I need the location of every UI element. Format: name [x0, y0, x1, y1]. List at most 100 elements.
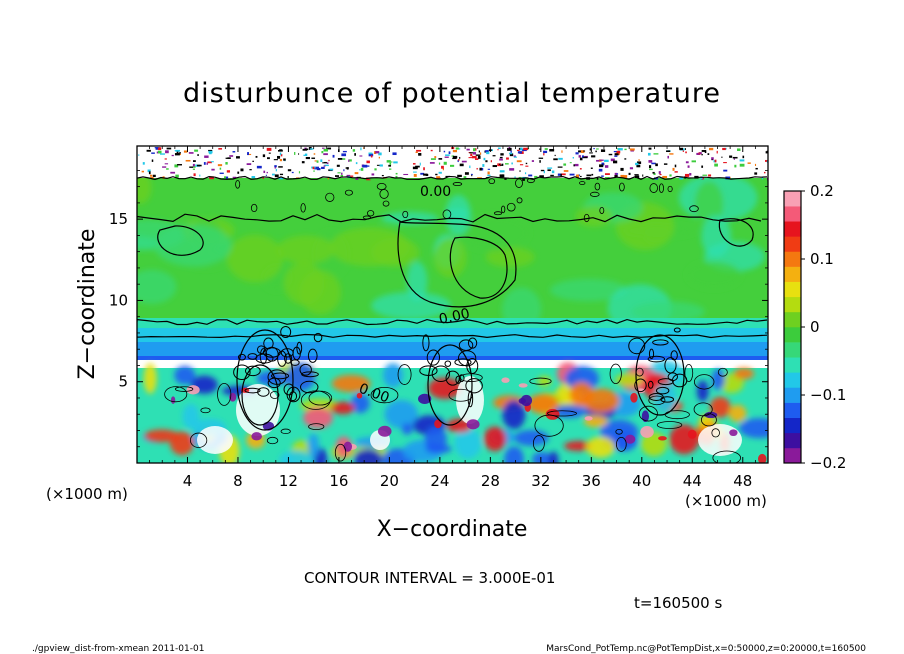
colorbar-swatch	[784, 417, 801, 434]
plume-ring	[426, 349, 441, 366]
noise-speck	[471, 173, 473, 177]
boundary-layer-patch	[331, 374, 371, 393]
noise-speck	[554, 154, 556, 157]
noise-speck	[341, 172, 343, 175]
noise-speck	[669, 153, 674, 155]
noise-speck	[312, 166, 315, 170]
noise-speck	[206, 162, 208, 165]
noise-speck	[528, 174, 533, 177]
noise-speck	[702, 174, 708, 176]
boundary-layer-patch	[504, 446, 524, 463]
noise-speck	[620, 174, 625, 178]
noise-speck	[337, 172, 341, 174]
colorbar-tick-label: 0	[810, 318, 820, 336]
noise-speck	[273, 159, 278, 161]
boundary-layer-speck	[640, 425, 654, 438]
noise-speck	[376, 164, 382, 166]
x-tick-label: 8	[233, 472, 243, 490]
plume-ring	[431, 365, 451, 383]
boundary-layer-contour	[334, 443, 347, 462]
noise-speck	[634, 174, 639, 176]
green-patch	[406, 261, 428, 302]
boundary-layer-contour	[164, 386, 188, 403]
colorbar-tick-label: −0.1	[810, 386, 846, 404]
noise-speck	[413, 173, 417, 177]
noise-speck	[457, 160, 459, 163]
noise-speck	[438, 158, 443, 160]
x-tick-label: 40	[632, 472, 651, 490]
noise-speck	[525, 162, 528, 165]
noise-speck	[395, 172, 398, 175]
noise-speck	[452, 149, 458, 153]
noise-speck	[175, 174, 179, 178]
noise-speck	[569, 162, 572, 164]
x-tick-label: 32	[531, 472, 550, 490]
noise-speck	[679, 147, 684, 151]
noise-speck	[266, 171, 268, 174]
boundary-layer-contour	[615, 428, 623, 435]
field-cold-band-core	[137, 328, 768, 342]
noise-speck	[164, 163, 169, 165]
colorbar-swatch	[784, 191, 801, 207]
noise-speck	[430, 158, 436, 160]
noise-speck	[543, 170, 545, 174]
boundary-layer-contour	[609, 363, 622, 385]
noise-speck	[580, 175, 582, 178]
noise-speck	[739, 163, 745, 167]
plume-ring	[467, 390, 474, 408]
noise-speck	[343, 154, 346, 156]
boundary-layer-patch	[718, 373, 744, 394]
noise-speck	[141, 170, 145, 173]
boundary-layer-speck	[343, 441, 353, 452]
noise-speck	[283, 158, 286, 161]
plume-ring	[284, 353, 293, 364]
boundary-layer-patch	[425, 444, 453, 454]
boundary-layer-contour	[189, 432, 208, 448]
noise-speck	[426, 173, 428, 175]
plume-ring	[655, 386, 670, 395]
small-contour	[452, 182, 463, 187]
noise-speck	[354, 172, 359, 175]
noise-speck	[343, 169, 345, 172]
plume-ring	[458, 339, 474, 352]
boundary-layer-patch	[669, 424, 700, 455]
noise-speck	[192, 160, 196, 162]
noise-speck	[579, 157, 583, 161]
noise-speck	[499, 158, 503, 161]
contour-line	[137, 318, 768, 326]
noise-speck	[323, 148, 329, 152]
noise-speck	[302, 148, 308, 151]
noise-speck	[591, 155, 596, 158]
small-contour	[526, 177, 535, 184]
noise-speck	[150, 176, 154, 180]
noise-speck	[689, 173, 692, 176]
noise-speck	[702, 177, 704, 180]
x-axis-label: X−coordinate	[377, 517, 528, 542]
contour-interval-text: CONTOUR INTERVAL = 3.000E-01	[304, 569, 555, 587]
noise-speck	[538, 157, 544, 159]
noise-speck	[599, 164, 604, 168]
x-axis: 4 8 12 16 20 24 28 32 36 40 44 48	[149, 146, 756, 490]
green-patch	[276, 235, 335, 264]
noise-speck	[423, 167, 425, 171]
small-contour	[515, 178, 523, 188]
noise-speck	[499, 163, 501, 165]
small-contour	[594, 182, 601, 191]
noise-speck	[522, 177, 525, 181]
noise-speck	[268, 152, 271, 154]
noise-speck	[470, 173, 473, 175]
noise-speck	[146, 149, 151, 152]
x-tick-label: 4	[183, 472, 193, 490]
noise-speck	[342, 158, 346, 160]
plume-ring	[454, 358, 472, 367]
boundary-layer-contour	[711, 428, 720, 438]
noise-speck	[249, 169, 252, 171]
noise-speck	[539, 175, 544, 178]
noise-speck	[274, 165, 277, 168]
noise-speck	[151, 159, 154, 162]
green-patch	[371, 291, 452, 320]
noise-speck	[203, 162, 206, 165]
plume-ring	[648, 348, 655, 360]
small-contour	[325, 192, 335, 202]
